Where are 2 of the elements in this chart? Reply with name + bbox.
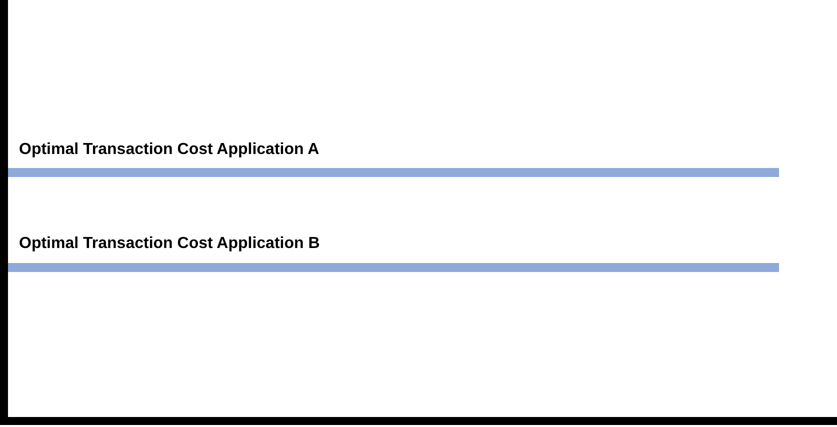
y-tick-label: Optimal Transaction Cost Application B — [19, 235, 320, 252]
y-tick-label: Optimal Transaction Cost Application A — [19, 141, 320, 158]
